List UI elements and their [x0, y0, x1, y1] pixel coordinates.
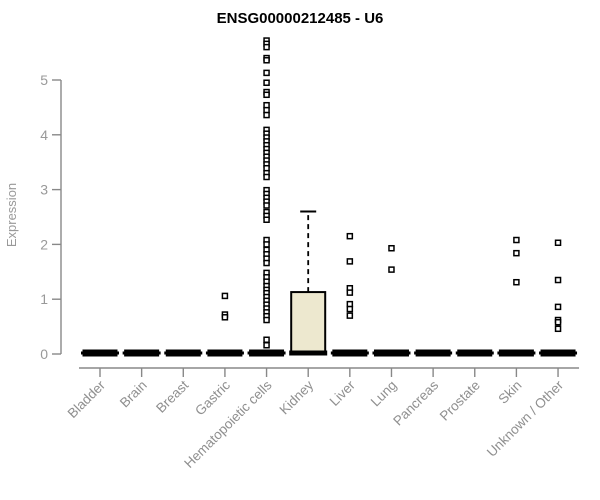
x-tick-label: Lung — [368, 378, 400, 410]
outlier-point — [513, 249, 520, 257]
x-tick-label: Pancreas — [390, 377, 441, 428]
x-tick-label: Kidney — [277, 377, 317, 417]
outlier-point — [263, 316, 270, 324]
outlier-point — [263, 69, 270, 77]
outlier-point — [221, 314, 229, 321]
collapsed-box — [249, 349, 285, 357]
x-tick-label: Brain — [117, 378, 150, 411]
collapsed-box — [498, 349, 534, 357]
outlier-point — [346, 258, 354, 265]
outlier-point — [513, 236, 520, 244]
x-tick-label: Gastric — [192, 377, 233, 418]
outlier-point — [263, 216, 270, 223]
x-tick-label: Skin — [495, 378, 524, 407]
x-tick-label: Unknown / Other — [484, 377, 567, 460]
outlier-point — [346, 232, 354, 240]
y-tick-label: 1 — [40, 291, 48, 307]
outlier-point — [263, 241, 270, 248]
x-tick-label: Bladder — [65, 377, 109, 421]
y-tick-label: 0 — [40, 346, 48, 362]
outlier-point — [263, 259, 270, 267]
collapsed-box — [165, 349, 201, 357]
y-axis-title: Expression — [4, 182, 19, 248]
y-tick-label: 2 — [40, 236, 48, 252]
y-tick-label: 3 — [40, 182, 48, 198]
x-tick-label: Breast — [153, 377, 191, 415]
outlier-point — [263, 336, 270, 344]
collapsed-box — [124, 349, 160, 357]
outlier-point — [554, 239, 562, 247]
outlier-point — [263, 57, 270, 64]
outlier-point — [388, 244, 395, 252]
collapsed-box — [373, 349, 409, 357]
y-tick-label: 5 — [40, 72, 48, 88]
box — [290, 291, 327, 355]
collapsed-box — [207, 349, 243, 357]
outlier-point — [346, 305, 354, 313]
collapsed-box — [415, 349, 451, 357]
outlier-point — [263, 111, 270, 119]
outlier-point — [263, 173, 270, 181]
outlier-point — [554, 303, 562, 311]
outlier-point — [263, 341, 270, 349]
outlier-point — [554, 325, 562, 333]
outlier-point — [221, 292, 229, 300]
collapsed-box — [332, 349, 368, 357]
outlier-point — [513, 278, 520, 286]
outlier-point — [388, 266, 395, 273]
outlier-point — [263, 91, 270, 99]
outlier-point — [346, 289, 354, 296]
outlier-point — [554, 318, 562, 326]
x-tick-label: Liver — [327, 377, 359, 409]
outlier-point — [263, 202, 270, 209]
collapsed-box — [82, 349, 118, 357]
x-tick-label: Prostate — [437, 378, 483, 424]
outlier-point — [263, 79, 270, 86]
outlier-point — [346, 312, 354, 319]
chart-title: ENSG00000212485 - U6 — [216, 10, 384, 27]
collapsed-box — [457, 349, 493, 357]
collapsed-box — [540, 349, 576, 357]
y-tick-label: 4 — [40, 127, 48, 143]
outlier-point — [263, 43, 270, 51]
outlier-point — [554, 276, 562, 284]
